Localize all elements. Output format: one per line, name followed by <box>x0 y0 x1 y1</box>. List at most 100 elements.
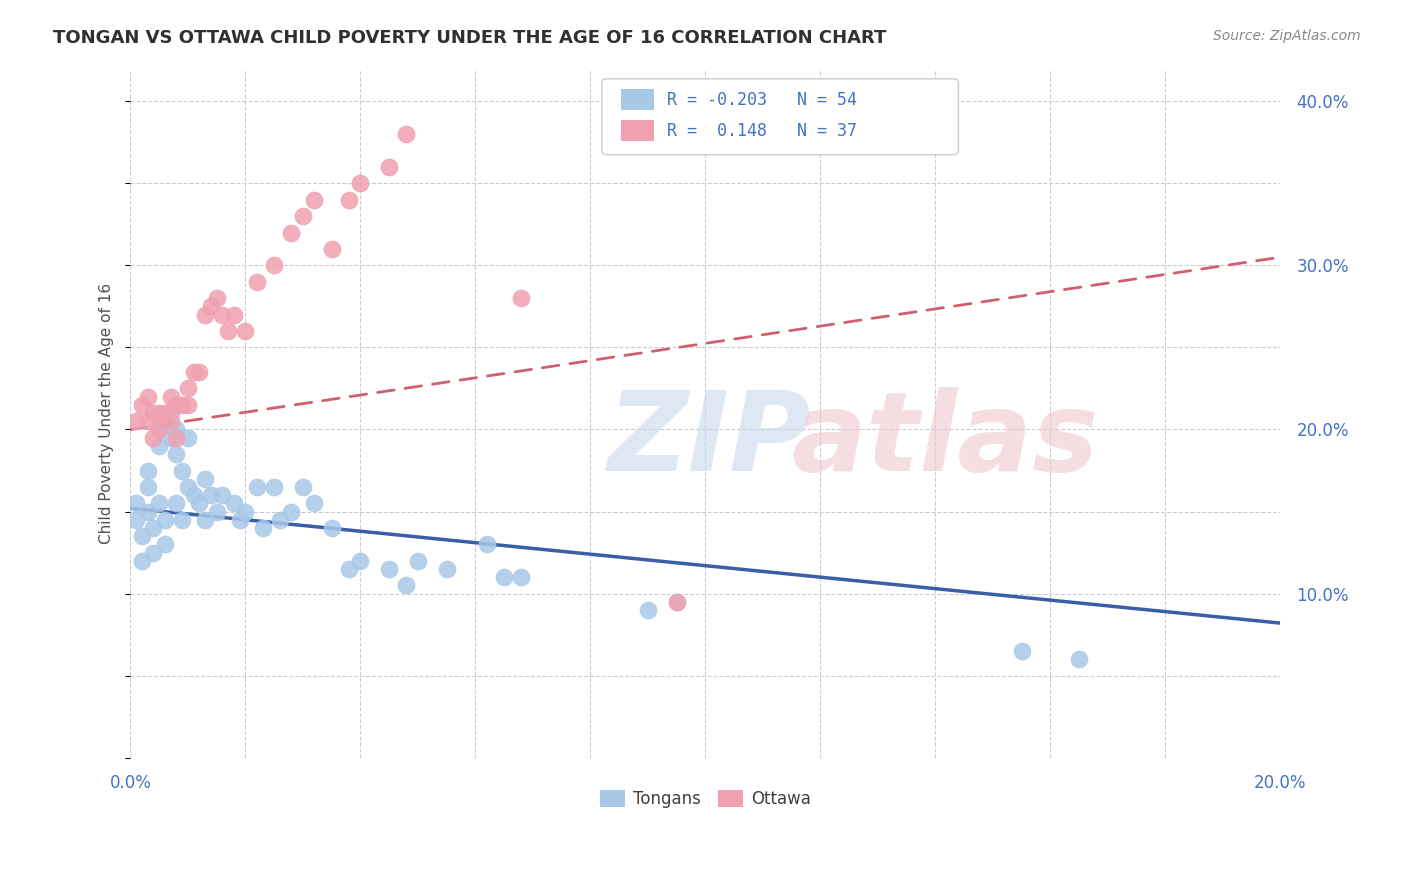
Point <box>304 193 326 207</box>
Point <box>222 308 245 322</box>
Point <box>291 209 314 223</box>
Point <box>337 562 360 576</box>
Point <box>222 496 245 510</box>
Text: R =  0.148   N = 37: R = 0.148 N = 37 <box>668 121 858 139</box>
Point <box>211 308 233 322</box>
Point <box>136 504 159 518</box>
Legend: Tongans, Ottawa: Tongans, Ottawa <box>593 783 817 814</box>
Point <box>159 431 181 445</box>
Point <box>153 513 176 527</box>
Text: Source: ZipAtlas.com: Source: ZipAtlas.com <box>1213 29 1361 44</box>
Point <box>177 431 200 445</box>
Point <box>183 488 205 502</box>
Point <box>165 431 187 445</box>
Point <box>159 390 181 404</box>
Point <box>177 382 200 396</box>
Point <box>136 414 159 428</box>
Point <box>395 127 418 141</box>
Point <box>406 554 429 568</box>
Point <box>510 291 533 305</box>
Point <box>188 496 211 510</box>
Point <box>172 398 194 412</box>
Point <box>436 562 458 576</box>
Point <box>378 562 401 576</box>
Point <box>177 480 200 494</box>
Point <box>177 398 200 412</box>
Point <box>200 300 222 314</box>
Point <box>165 447 187 461</box>
Point <box>228 513 250 527</box>
Point <box>125 414 148 428</box>
Point <box>252 521 274 535</box>
Point <box>321 521 343 535</box>
Point <box>131 529 153 543</box>
Text: R = -0.203   N = 54: R = -0.203 N = 54 <box>668 90 858 109</box>
Point <box>136 463 159 477</box>
Point <box>153 537 176 551</box>
Point <box>1067 652 1090 666</box>
Point <box>142 406 165 420</box>
Point <box>263 259 285 273</box>
Point <box>233 324 256 338</box>
Point <box>148 422 170 436</box>
Point <box>337 193 360 207</box>
Point <box>159 406 181 420</box>
Point <box>148 496 170 510</box>
Text: TONGAN VS OTTAWA CHILD POVERTY UNDER THE AGE OF 16 CORRELATION CHART: TONGAN VS OTTAWA CHILD POVERTY UNDER THE… <box>53 29 887 47</box>
Point <box>142 521 165 535</box>
Point <box>665 595 688 609</box>
Point <box>188 365 211 379</box>
Point <box>142 431 165 445</box>
Point <box>194 472 217 486</box>
Point <box>172 513 194 527</box>
Point <box>205 291 228 305</box>
Point <box>183 365 205 379</box>
Text: atlas: atlas <box>792 387 1099 494</box>
Text: ZIP: ZIP <box>607 387 811 494</box>
FancyBboxPatch shape <box>621 89 654 110</box>
Point <box>246 480 269 494</box>
Point <box>637 603 659 617</box>
Point <box>136 480 159 494</box>
Point <box>194 513 217 527</box>
Point <box>125 513 148 527</box>
Point <box>125 496 148 510</box>
Point <box>148 406 170 420</box>
Point <box>205 504 228 518</box>
Point <box>475 537 498 551</box>
FancyBboxPatch shape <box>602 78 959 154</box>
Point <box>131 398 153 412</box>
Point <box>148 422 170 436</box>
Point <box>194 308 217 322</box>
Point <box>136 390 159 404</box>
Point <box>494 570 516 584</box>
Point <box>172 463 194 477</box>
Point <box>304 496 326 510</box>
Point <box>211 488 233 502</box>
Point <box>165 496 187 510</box>
Point <box>280 504 302 518</box>
Point <box>349 554 371 568</box>
Point <box>131 554 153 568</box>
Point <box>142 545 165 559</box>
Point <box>165 398 187 412</box>
Point <box>665 595 688 609</box>
Point <box>165 422 187 436</box>
Point <box>395 578 418 592</box>
Point <box>233 504 256 518</box>
Point <box>269 513 291 527</box>
Point <box>217 324 239 338</box>
Point <box>246 275 269 289</box>
Point <box>263 480 285 494</box>
Point <box>159 414 181 428</box>
Point <box>153 406 176 420</box>
Point <box>1011 644 1033 658</box>
Point <box>349 177 371 191</box>
Point <box>321 242 343 256</box>
Point <box>148 439 170 453</box>
Y-axis label: Child Poverty Under the Age of 16: Child Poverty Under the Age of 16 <box>100 283 114 543</box>
Point <box>280 226 302 240</box>
Point <box>510 570 533 584</box>
FancyBboxPatch shape <box>621 120 654 141</box>
Point <box>200 488 222 502</box>
